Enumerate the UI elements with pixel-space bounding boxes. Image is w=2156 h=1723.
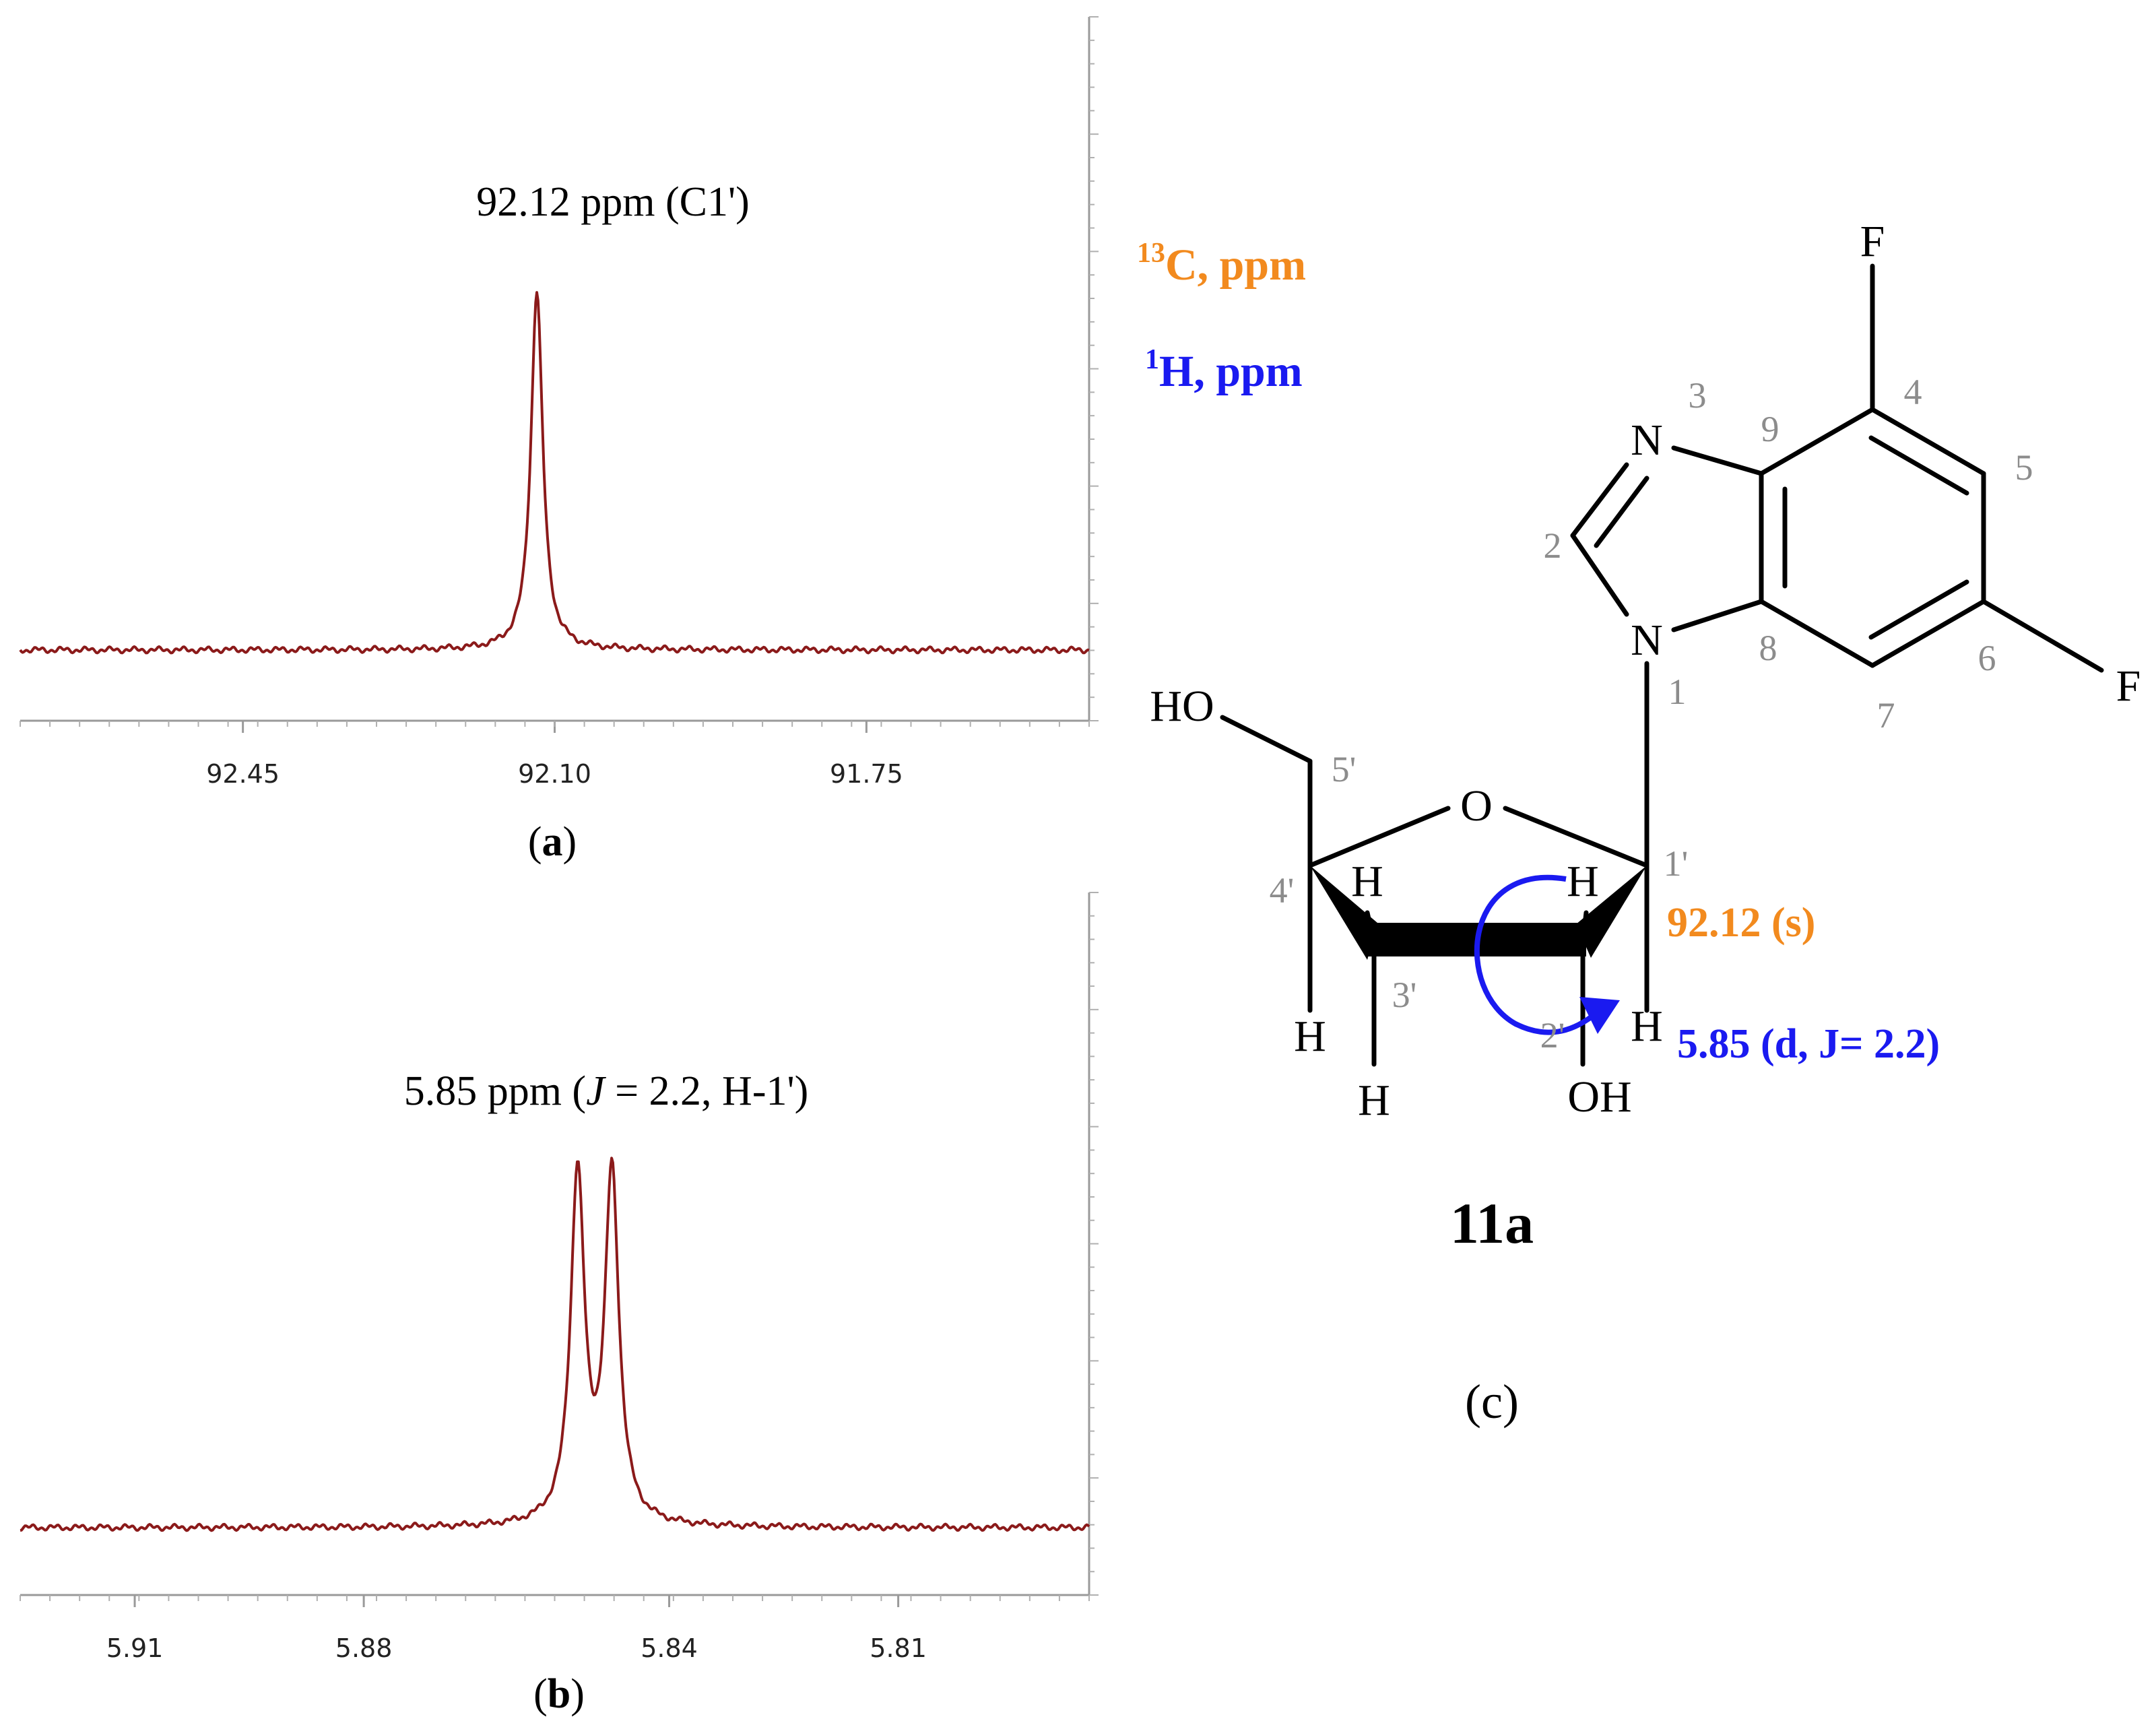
atom-h-2-top: H (1567, 857, 1599, 906)
structure-11a: 13C, ppm 1H, ppm (1137, 217, 2141, 1429)
number-3: 3 (1689, 375, 1707, 416)
atom-h-4-bottom: H (1294, 1012, 1326, 1061)
x-tick-label: 5.81 (870, 1633, 927, 1663)
legend-13c: 13C, ppm (1137, 238, 1306, 290)
number-4: 4 (1904, 372, 1922, 412)
number-2-prime: 2' (1540, 1015, 1565, 1055)
x-tick-label: 92.10 (518, 759, 591, 789)
spectrum-b-annotation: 5.85 ppm (J = 2.2, H-1') (404, 1068, 809, 1114)
x-tick-label: 91.75 (830, 759, 903, 789)
number-5: 5 (2015, 447, 2033, 488)
coupling-arrow (1474, 874, 1620, 1035)
compound-label: 11a (1450, 1191, 1534, 1256)
spectrum-b: 5.91 5.88 5.84 5.81 5.85 ppm (J = 2.2, H-1'… (20, 892, 1099, 1717)
panel-label-b: (b) (533, 1671, 585, 1717)
shift-h-label: 5.85 (d, J= 2.2) (1677, 1021, 1940, 1067)
atom-f-top: F (1860, 217, 1885, 266)
spectrum-a-annotation: 92.12 ppm (C1') (476, 179, 750, 225)
atom-f-right: F (2116, 661, 2141, 711)
x-tick-label: 5.91 (106, 1633, 164, 1663)
x-tick-label: 5.84 (641, 1633, 698, 1663)
atom-h-3-bottom: H (1358, 1076, 1390, 1125)
number-6: 6 (1978, 638, 1996, 678)
atom-ho: HO (1150, 682, 1214, 731)
atom-oh: OH (1567, 1072, 1631, 1121)
spectrum-a: 92.45 92.10 91.75 92.12 ppm (C1') (a) (19, 16, 1099, 865)
spectrum-a-x-ticks: 92.45 92.10 91.75 (20, 721, 1090, 789)
atom-h-1-bottom: H (1631, 1002, 1663, 1051)
panel-label-c: (c) (1465, 1375, 1519, 1429)
atom-n3: N (1631, 416, 1663, 465)
spectrum-a-y-ticks (1089, 16, 1099, 721)
number-1-prime: 1' (1664, 843, 1689, 884)
atom-o-ring: O (1460, 781, 1493, 831)
spectrum-b-x-ticks: 5.91 5.88 5.84 5.81 (20, 1595, 1090, 1663)
number-5-prime: 5' (1332, 749, 1357, 789)
number-9: 9 (1761, 409, 1779, 449)
spectrum-b-trace (20, 1157, 1090, 1532)
panel-label-a: (a) (528, 819, 577, 865)
x-tick-label: 92.45 (206, 759, 280, 789)
number-7: 7 (1877, 695, 1895, 736)
number-3-prime: 3' (1392, 975, 1417, 1015)
number-8: 8 (1759, 628, 1777, 668)
atom-n1: N (1631, 616, 1663, 665)
atom-h-4-top: H (1351, 857, 1383, 906)
atom-labels: F F N N O HO OH H H H H H (1150, 217, 2141, 1125)
shift-c-label: 92.12 (s) (1667, 900, 1815, 946)
legend-1h: 1H, ppm (1145, 344, 1303, 396)
atom-numbers: 1 2 3 4 5 6 7 8 9 1' 2' 3' 4' 5' (1270, 372, 2033, 1055)
spectrum-b-y-ticks (1089, 892, 1099, 1596)
number-1: 1 (1668, 672, 1687, 712)
bonds (1570, 263, 2104, 868)
spectrum-a-trace (19, 291, 1090, 655)
x-tick-label: 5.88 (335, 1633, 393, 1663)
number-4-prime: 4' (1270, 870, 1295, 911)
number-2: 2 (1544, 525, 1562, 566)
